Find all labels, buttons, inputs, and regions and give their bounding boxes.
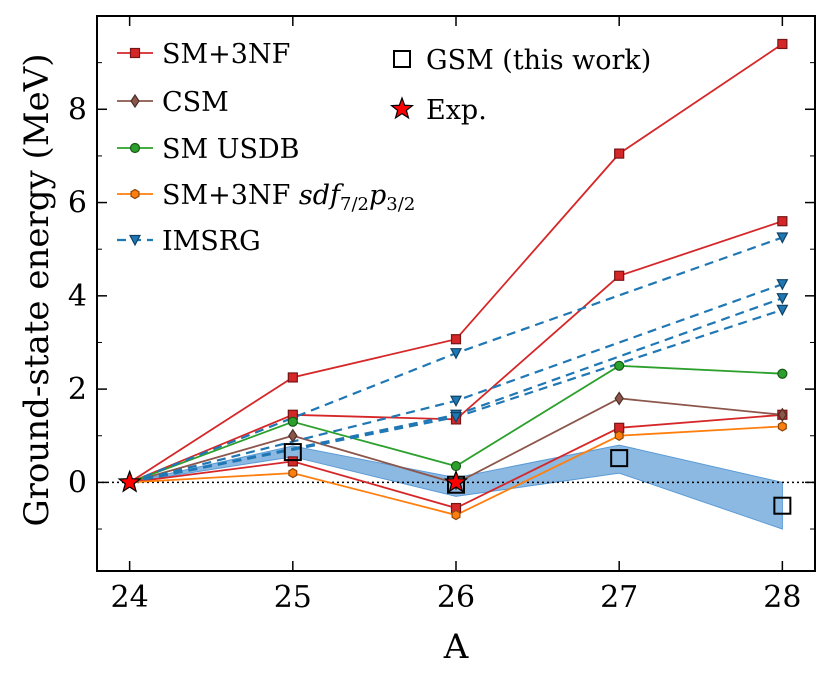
point-sm3nf-0-28 [777, 38, 788, 50]
x-tick-label-26: 26 [437, 580, 475, 615]
legend-marker-open-square [393, 50, 411, 68]
point-sm3nf-0-26 [450, 334, 462, 345]
legend-label-sm3nf: SM+3NF [162, 39, 290, 70]
legend-label-sub2: 3/2 [386, 194, 415, 215]
point-sm3nf_sdfp-5-27 [614, 430, 624, 441]
x-axis-label: A [443, 627, 469, 667]
y-tick-label-2: 2 [68, 372, 87, 407]
point-sm3nf_sdfp-5-25 [288, 467, 298, 479]
point-imsrg-6-28 [776, 232, 789, 244]
point-sm3nf-2-25 [287, 456, 298, 467]
exp-point-24 [117, 469, 142, 493]
x-tick-label-27: 27 [600, 580, 638, 615]
marker-layer [287, 38, 789, 521]
point-imsrg-9-26 [450, 411, 462, 424]
point-csm-3-25 [288, 428, 298, 443]
legend-label-imsrg: IMSRG [162, 226, 261, 257]
x-tick-label-25: 25 [274, 580, 312, 615]
point-imsrg-7-26 [450, 395, 462, 408]
x-tick-label-28: 28 [763, 580, 801, 615]
legend-label-csm: CSM [162, 87, 229, 118]
legend-label-sdf: sdf [299, 180, 344, 211]
gsm-point-25 [283, 443, 302, 462]
point-sm3nf-1-28 [777, 216, 788, 227]
legend-label-usdb: SM USDB [162, 134, 299, 165]
point-imsrg-6-26 [450, 348, 462, 360]
legend-marker-sm3nf_sdfp [130, 188, 140, 200]
legend-label-sm3nf_sdfp: SM+3NF sdf7/2p3/2 [162, 180, 415, 215]
legend-label-star: Exp. [426, 95, 487, 126]
point-sm3nf-0-25 [287, 372, 298, 383]
legend-label-p: p [369, 180, 386, 211]
legend-left: SM+3NF CSM SM USDB SM+3NF sdf7/2p3/2 IMSRG [117, 39, 415, 257]
point-usdb-4-25 [287, 416, 298, 427]
point-sm3nf_sdfp-5-26 [451, 509, 461, 521]
point-usdb-4-27 [614, 360, 625, 371]
x-tick-label-24: 24 [111, 580, 149, 615]
y-tick-label-8: 8 [68, 92, 87, 127]
point-sm3nf_sdfp-5-28 [777, 421, 787, 432]
point-imsrg-8-28 [776, 293, 789, 305]
legend-label-main: SM+3NF [162, 180, 299, 211]
series-line-imsrg-7 [129, 283, 783, 484]
gsm-point-27 [610, 449, 629, 468]
point-sm3nf-1-27 [614, 270, 625, 281]
legend-right: GSM (this work) Exp. [389, 45, 651, 126]
legend-marker-sm3nf [129, 47, 141, 59]
point-imsrg-7-28 [776, 279, 789, 291]
point-csm-3-28 [777, 407, 788, 422]
legend-label-sub1: 7/2 [340, 194, 369, 215]
y-tick-label-4: 4 [68, 279, 87, 314]
y-axis-label: Ground-state energy (MeV) [17, 53, 57, 526]
y-tick-label-6: 6 [68, 186, 87, 221]
legend-marker-star [389, 96, 415, 120]
gsm-point-28 [773, 496, 792, 515]
legend-marker-imsrg [129, 234, 141, 247]
point-sm3nf-0-27 [614, 148, 625, 159]
point-usdb-4-26 [450, 460, 462, 472]
legend-marker-usdb [129, 142, 141, 154]
legend-marker-csm [130, 93, 140, 109]
point-usdb-4-28 [777, 368, 788, 379]
exp-point-26 [443, 469, 469, 493]
legend-label-open-square: GSM (this work) [426, 45, 651, 76]
exp-points-layer [117, 469, 469, 493]
y-tick-label-0: 0 [68, 465, 87, 500]
point-csm-3-27 [614, 391, 624, 406]
point-imsrg-9-28 [776, 304, 789, 317]
